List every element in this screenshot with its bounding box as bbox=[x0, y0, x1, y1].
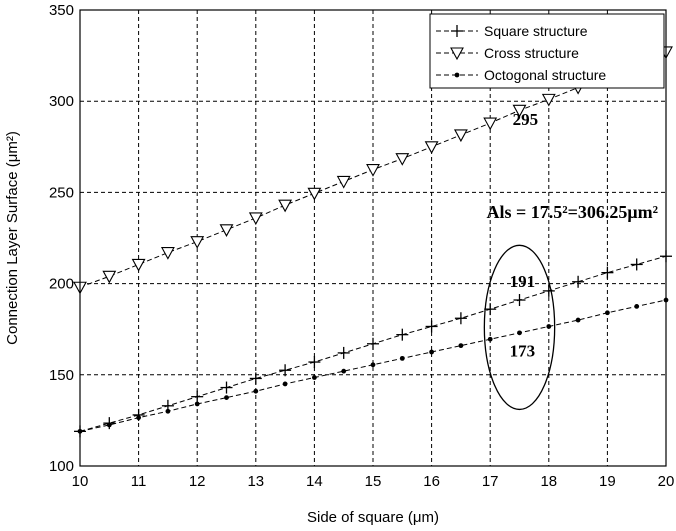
legend-entry: Octogonal structure bbox=[484, 67, 606, 83]
data-point bbox=[542, 284, 555, 297]
x-tick-label: 19 bbox=[599, 473, 616, 490]
y-tick-label: 250 bbox=[49, 184, 74, 201]
data-point bbox=[307, 187, 322, 201]
legend-marker bbox=[450, 47, 464, 61]
data-point bbox=[224, 395, 229, 400]
legend-box bbox=[429, 13, 665, 89]
series-2 bbox=[73, 46, 673, 295]
x-tick-label: 14 bbox=[306, 473, 323, 490]
data-point bbox=[601, 266, 614, 279]
data-point bbox=[425, 320, 438, 333]
data-point bbox=[512, 104, 527, 118]
x-tick-label: 11 bbox=[131, 473, 147, 490]
y-tick-label: 350 bbox=[49, 2, 74, 19]
data-point bbox=[370, 362, 376, 368]
data-point bbox=[102, 270, 117, 284]
data-point bbox=[572, 275, 585, 288]
data-point bbox=[336, 175, 351, 189]
x-tick-label: 10 bbox=[72, 473, 89, 490]
data-point bbox=[634, 304, 640, 309]
legend-entry: Cross structure bbox=[484, 45, 579, 61]
grid-lines bbox=[80, 10, 666, 466]
data-point bbox=[194, 401, 200, 407]
data-point bbox=[513, 294, 526, 307]
data-point bbox=[630, 258, 643, 271]
data-point bbox=[366, 164, 380, 177]
legend: Square structure Cross structure Octogonal… bbox=[429, 13, 665, 89]
x-tick-label: 20 bbox=[658, 473, 675, 490]
series-3 bbox=[77, 297, 669, 434]
data-point bbox=[454, 312, 467, 325]
y-tick-label: 100 bbox=[49, 458, 74, 475]
data-point bbox=[279, 364, 292, 377]
data-point bbox=[487, 336, 493, 342]
highlight-ellipse bbox=[483, 244, 556, 411]
data-point bbox=[605, 310, 610, 316]
annotation-label: 191 bbox=[510, 272, 536, 291]
data-point bbox=[278, 199, 293, 213]
data-point bbox=[424, 141, 439, 154]
data-point bbox=[367, 337, 379, 350]
annotation-label: 173 bbox=[510, 342, 536, 361]
data-point bbox=[160, 247, 175, 260]
data-point bbox=[337, 346, 350, 359]
data-point bbox=[248, 212, 263, 226]
data-point bbox=[312, 375, 317, 380]
data-point bbox=[219, 224, 234, 237]
series-group bbox=[73, 46, 673, 438]
data-point bbox=[546, 324, 552, 329]
data-point bbox=[429, 349, 434, 355]
tick-labels: 10 11 12 13 14 15 16 17 18 19 20 100 150 200 250 300 350 bbox=[49, 2, 674, 490]
x-tick-label: 17 bbox=[482, 473, 499, 490]
data-point bbox=[517, 330, 522, 336]
annotation-label: 295 bbox=[513, 110, 539, 129]
legend-entry: Square structure bbox=[484, 23, 588, 39]
annotation-label: Als = 17.5²=306.25μm² bbox=[486, 202, 658, 222]
legend-marker bbox=[454, 72, 460, 78]
data-point bbox=[399, 355, 405, 361]
y-axis-label: Connection Layer Surface (μm²) bbox=[4, 131, 21, 345]
x-tick-label: 13 bbox=[247, 473, 264, 490]
data-point bbox=[165, 408, 171, 414]
data-point bbox=[190, 236, 205, 249]
data-point bbox=[282, 381, 288, 387]
x-tick-label: 15 bbox=[365, 473, 382, 490]
x-tick-label: 18 bbox=[540, 473, 557, 490]
legend-marker bbox=[451, 25, 463, 37]
data-point bbox=[341, 368, 347, 374]
data-point bbox=[458, 343, 464, 349]
x-axis-label: Side of square (μm) bbox=[307, 509, 439, 526]
data-point bbox=[249, 372, 262, 385]
data-point bbox=[191, 390, 204, 403]
y-tick-label: 150 bbox=[49, 367, 74, 384]
y-tick-label: 300 bbox=[49, 93, 74, 110]
data-point bbox=[106, 422, 112, 428]
data-point bbox=[484, 303, 497, 316]
data-point bbox=[396, 328, 409, 341]
data-point bbox=[575, 317, 581, 323]
data-point bbox=[308, 356, 321, 369]
data-point bbox=[541, 93, 556, 107]
x-tick-label: 16 bbox=[423, 473, 440, 490]
data-point bbox=[136, 415, 142, 421]
annotations: 295 Als = 17.5²=306.25μm² 191 173 bbox=[483, 110, 658, 411]
data-point bbox=[131, 258, 146, 272]
data-point bbox=[253, 388, 259, 394]
data-point bbox=[483, 117, 498, 131]
x-tick-label: 12 bbox=[189, 473, 206, 490]
plot-frame bbox=[79, 9, 667, 467]
data-point bbox=[220, 381, 233, 394]
y-tick-label: 200 bbox=[49, 276, 74, 293]
data-point bbox=[453, 129, 468, 143]
data-point bbox=[395, 153, 410, 166]
